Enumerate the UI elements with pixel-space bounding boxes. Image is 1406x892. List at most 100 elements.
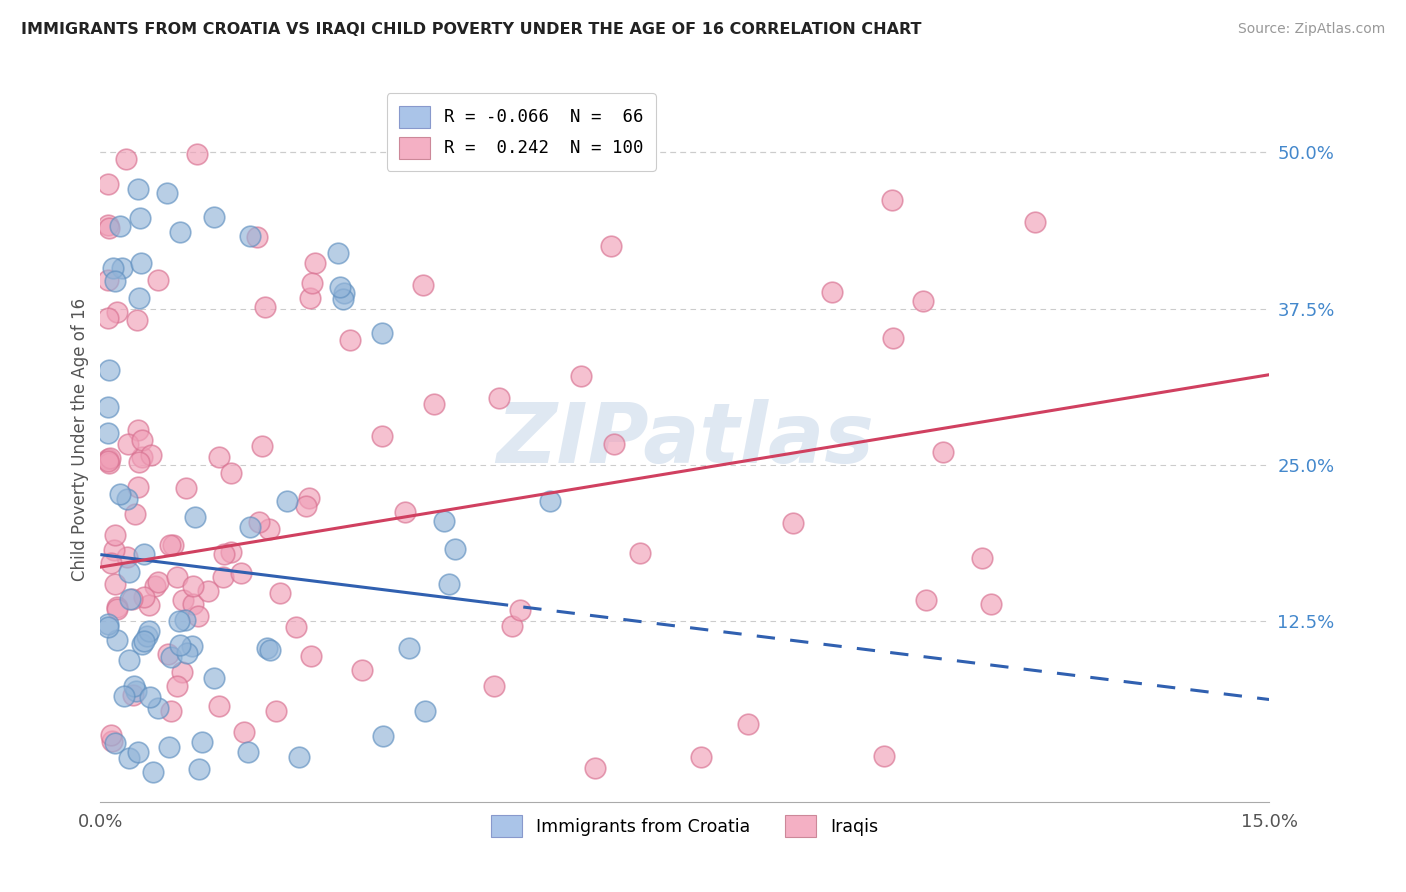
Point	[914, 592, 936, 607]
Point	[689, 749, 711, 764]
Point	[132, 547, 155, 561]
Point	[104, 736, 127, 750]
Point	[131, 433, 153, 447]
Point	[980, 597, 1002, 611]
Point	[142, 764, 165, 779]
Point	[138, 624, 160, 638]
Point	[145, 579, 167, 593]
Point	[186, 147, 208, 161]
Point	[131, 450, 153, 465]
Point	[117, 492, 139, 507]
Point	[97, 425, 120, 440]
Point	[412, 278, 434, 293]
Point	[103, 542, 125, 557]
Point	[105, 600, 128, 615]
Point	[97, 617, 120, 632]
Point	[125, 683, 148, 698]
Point	[208, 450, 231, 464]
Point	[115, 549, 138, 564]
Point	[398, 641, 420, 656]
Point	[423, 397, 446, 411]
Point	[186, 609, 208, 624]
Point	[174, 481, 197, 495]
Point	[121, 591, 143, 606]
Point	[253, 301, 276, 315]
Point	[97, 620, 120, 634]
Point	[128, 455, 150, 469]
Point	[157, 740, 180, 755]
Point	[148, 575, 170, 590]
Point	[160, 704, 183, 718]
Point	[97, 218, 120, 232]
Point	[105, 633, 128, 648]
Point	[287, 750, 309, 764]
Point	[127, 181, 149, 195]
Point	[180, 639, 202, 653]
Text: IMMIGRANTS FROM CROATIA VS IRAQI CHILD POVERTY UNDER THE AGE OF 16 CORRELATION C: IMMIGRANTS FROM CROATIA VS IRAQI CHILD P…	[21, 22, 921, 37]
Point	[191, 735, 214, 749]
Point	[202, 210, 225, 224]
Point	[127, 480, 149, 494]
Point	[332, 293, 354, 307]
Point	[250, 439, 273, 453]
Point	[122, 679, 145, 693]
Point	[439, 577, 461, 591]
Point	[98, 450, 121, 465]
Point	[339, 333, 361, 347]
Point	[101, 734, 124, 748]
Point	[176, 646, 198, 660]
Point	[276, 493, 298, 508]
Point	[156, 186, 179, 201]
Point	[112, 689, 135, 703]
Point	[170, 665, 193, 680]
Point	[245, 230, 267, 244]
Point	[197, 584, 219, 599]
Point	[257, 523, 280, 537]
Point	[169, 225, 191, 239]
Point	[371, 326, 394, 340]
Point	[229, 566, 252, 580]
Point	[115, 153, 138, 167]
Point	[100, 728, 122, 742]
Point	[352, 663, 374, 677]
Point	[97, 177, 120, 191]
Point	[101, 261, 124, 276]
Point	[169, 639, 191, 653]
Point	[239, 228, 262, 243]
Point	[159, 538, 181, 552]
Point	[299, 648, 322, 663]
Point	[97, 273, 120, 287]
Point	[127, 423, 149, 437]
Point	[972, 551, 994, 566]
Point	[212, 570, 235, 584]
Point	[329, 280, 352, 294]
Point	[132, 590, 155, 604]
Point	[128, 292, 150, 306]
Point	[433, 515, 456, 529]
Point	[298, 491, 321, 505]
Point	[207, 699, 229, 714]
Point	[1024, 215, 1046, 229]
Point	[135, 629, 157, 643]
Point	[162, 537, 184, 551]
Point	[301, 276, 323, 290]
Point	[912, 294, 935, 309]
Point	[100, 556, 122, 570]
Point	[104, 528, 127, 542]
Point	[110, 486, 132, 500]
Point	[118, 653, 141, 667]
Text: Source: ZipAtlas.com: Source: ZipAtlas.com	[1237, 22, 1385, 37]
Point	[132, 633, 155, 648]
Text: ZIPatlas: ZIPatlas	[496, 400, 873, 480]
Point	[181, 597, 204, 611]
Point	[97, 310, 120, 325]
Point	[221, 545, 243, 559]
Point	[160, 650, 183, 665]
Point	[117, 437, 139, 451]
Point	[118, 750, 141, 764]
Point	[394, 505, 416, 519]
Point	[156, 647, 179, 661]
Point	[501, 618, 523, 632]
Point	[181, 579, 204, 593]
Point	[173, 614, 195, 628]
